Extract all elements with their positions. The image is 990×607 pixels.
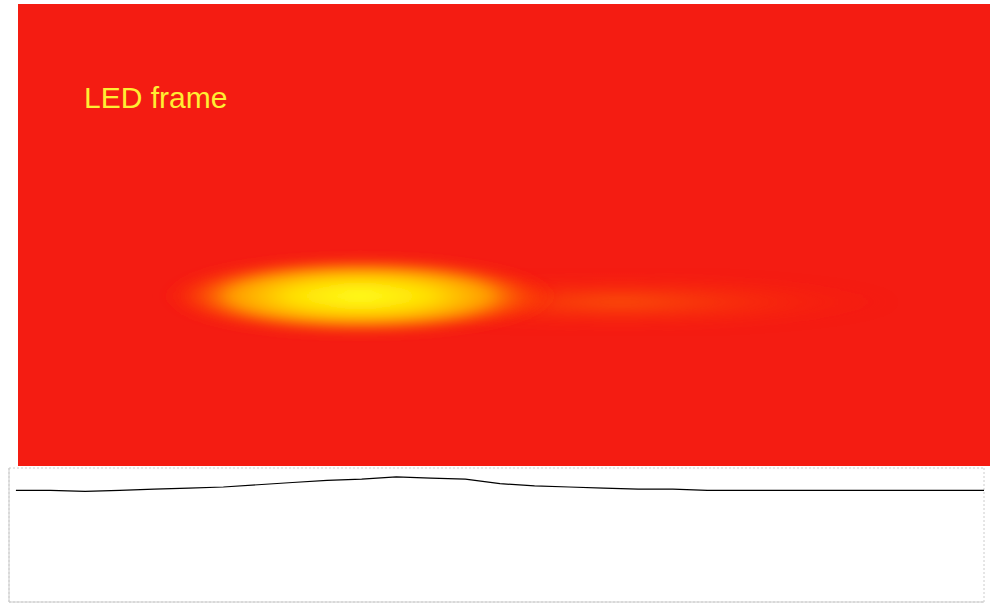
svg-text:LED frame: LED frame <box>84 81 227 114</box>
